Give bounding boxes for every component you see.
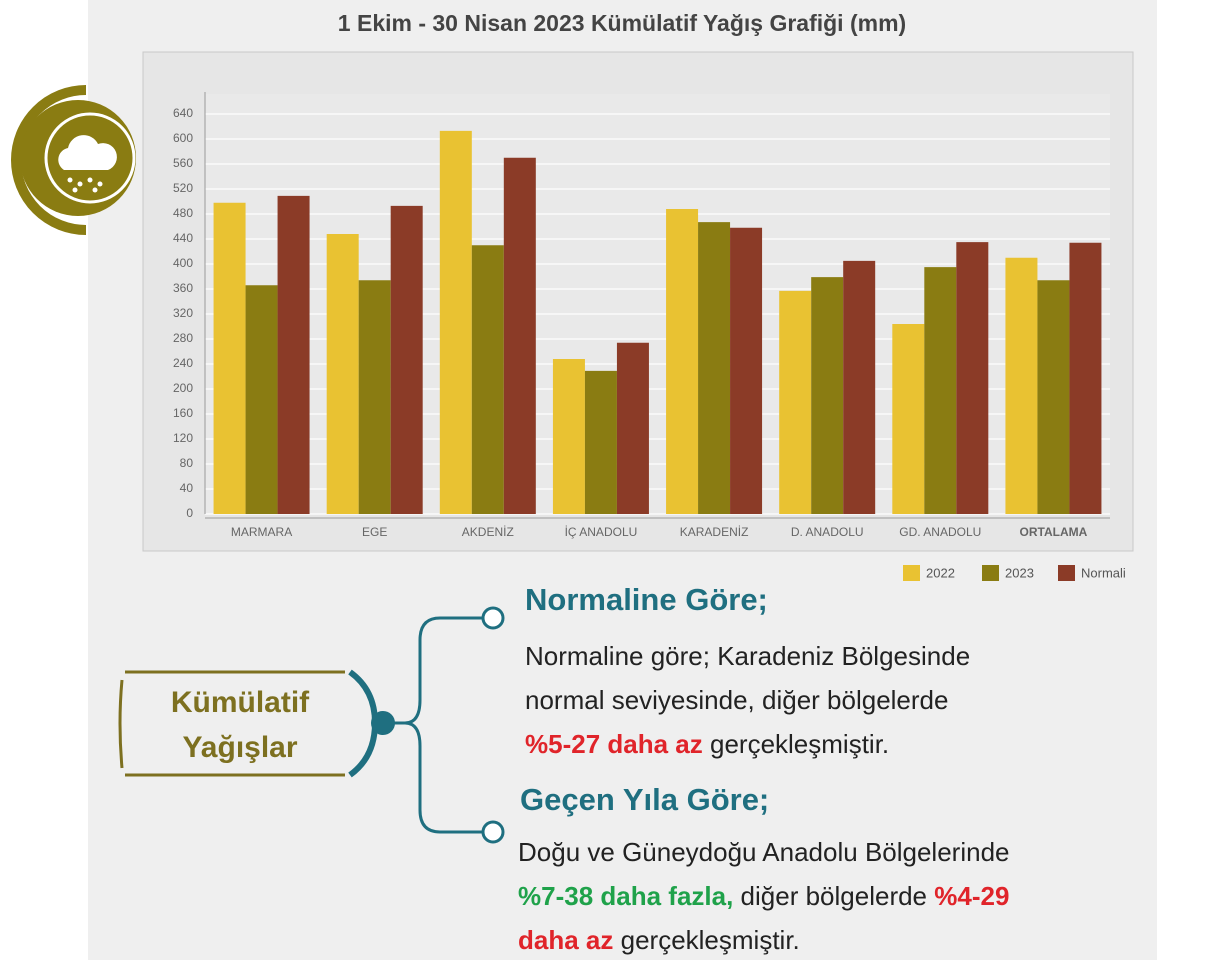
y-tick-label: 520	[173, 181, 193, 195]
y-tick-label: 200	[173, 381, 193, 395]
legend-label: Normali	[1081, 565, 1126, 580]
legend-swatch	[903, 565, 920, 581]
bar	[245, 285, 278, 514]
highlight: %5-27 daha az	[525, 729, 703, 759]
bar	[503, 157, 536, 514]
x-tick-label: AKDENİZ	[462, 525, 514, 539]
x-tick-label: D. ANADOLU	[791, 525, 864, 539]
y-tick-label: 360	[173, 281, 193, 295]
bar	[1069, 242, 1102, 514]
highlight: daha az	[518, 925, 614, 955]
highlight: %4-29	[934, 881, 1010, 911]
y-tick-label: 0	[186, 506, 193, 520]
y-tick-label: 480	[173, 206, 193, 220]
bar	[1037, 280, 1070, 514]
label-line: Yağışlar	[182, 731, 297, 764]
text: normal seviyesinde, diğer bölgelerde	[525, 685, 949, 715]
heading: Geçen Yıla Göre;	[520, 782, 770, 817]
y-tick-label: 600	[173, 131, 193, 145]
bar	[584, 370, 617, 514]
bar	[471, 245, 504, 514]
x-tick-label: İÇ ANADOLU	[565, 525, 638, 539]
connector	[118, 606, 505, 844]
chart-title: 1 Ekim - 30 Nisan 2023 Kümülatif Yağış G…	[338, 10, 906, 36]
bar	[811, 277, 844, 514]
x-tick-label: ORTALAMA	[1020, 525, 1088, 539]
y-tick-label: 40	[180, 481, 194, 495]
bar	[277, 195, 310, 514]
bar	[552, 359, 585, 514]
bar	[666, 209, 699, 514]
text: gerçekleşmiştir.	[620, 925, 800, 955]
bar	[439, 130, 472, 514]
bar	[779, 290, 812, 514]
highlight: %7-38 daha fazla,	[518, 881, 734, 911]
y-tick-label: 240	[173, 356, 193, 370]
bar	[730, 227, 763, 514]
paragraph: Normaline göre; Karadeniz Bölgesinde nor…	[525, 634, 970, 766]
x-tick-label: MARMARA	[231, 525, 292, 539]
y-tick-label: 320	[173, 306, 193, 320]
x-tick-label: GD. ANADOLU	[899, 525, 981, 539]
y-tick-label: 400	[173, 256, 193, 270]
label-line: Kümülatif	[171, 686, 310, 719]
y-tick-label: 120	[173, 431, 193, 445]
legend-label: 2022	[926, 565, 955, 580]
bar	[1005, 257, 1038, 514]
legend-swatch	[982, 565, 999, 581]
legend-label: 2023	[1005, 565, 1034, 580]
text: Normaline göre; Karadeniz Bölgesinde	[525, 641, 971, 671]
text: gerçekleşmiştir.	[709, 729, 890, 759]
bar	[892, 324, 925, 514]
bar	[956, 242, 989, 514]
bar	[326, 234, 359, 514]
x-tick-label: EGE	[362, 525, 387, 539]
legend-swatch	[1058, 565, 1075, 581]
bar	[358, 280, 391, 514]
y-tick-label: 640	[173, 106, 193, 120]
bar	[213, 202, 246, 514]
bar	[698, 222, 731, 514]
y-tick-label: 160	[173, 406, 193, 420]
bar	[616, 342, 649, 514]
heading: Normaline Göre;	[525, 582, 768, 617]
y-tick-label: 280	[173, 331, 193, 345]
x-tick-label: KARADENİZ	[680, 525, 749, 539]
weather-icon	[11, 85, 136, 235]
text: Doğu ve Güneydoğu Anadolu Bölgelerinde	[518, 837, 1010, 867]
bar	[924, 267, 957, 514]
bar	[390, 205, 423, 514]
y-tick-label: 80	[180, 456, 194, 470]
bar	[843, 260, 876, 514]
text: diğer bölgelerde	[740, 881, 928, 911]
y-tick-label: 440	[173, 231, 193, 245]
y-tick-label: 560	[173, 156, 193, 170]
paragraph: Doğu ve Güneydoğu Anadolu Bölgelerinde %…	[518, 830, 1010, 962]
